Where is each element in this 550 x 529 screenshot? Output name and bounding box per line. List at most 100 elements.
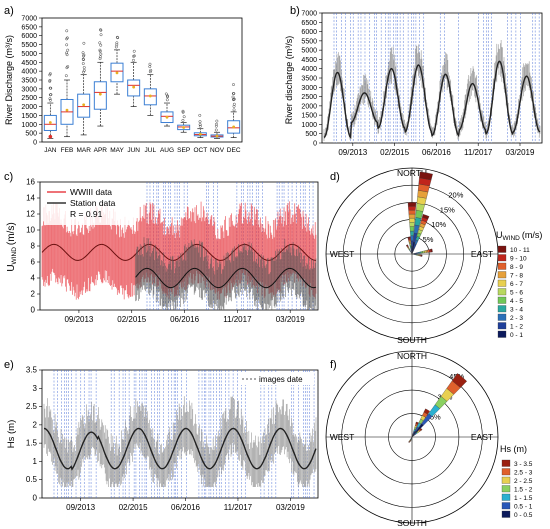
y-tick-label: 2.5 bbox=[26, 402, 38, 411]
y-tick-label-a: 5500 bbox=[21, 42, 37, 49]
outlier bbox=[115, 43, 119, 47]
legend-label: 2.5 - 3 bbox=[514, 470, 533, 477]
rose-sector-segment bbox=[408, 441, 410, 443]
y-tick-label: 16 bbox=[26, 178, 35, 187]
rose-sector-segment bbox=[409, 217, 415, 223]
rose-sector-segment bbox=[410, 249, 412, 252]
outlier bbox=[98, 57, 102, 61]
mean-marker bbox=[98, 92, 102, 96]
outlier bbox=[148, 62, 152, 66]
outlier bbox=[214, 128, 218, 132]
mean-marker bbox=[232, 125, 236, 129]
legend-label: 2 - 2.5 bbox=[514, 478, 533, 485]
outlier bbox=[82, 41, 86, 45]
rose-sector-segment bbox=[419, 428, 423, 431]
x-tick-label: 03/2019 bbox=[506, 148, 535, 157]
outlier bbox=[81, 51, 85, 55]
y-tick-label: 12 bbox=[26, 210, 35, 219]
outlier bbox=[98, 41, 102, 45]
legend-label: 5 - 6 bbox=[510, 290, 523, 297]
outlier bbox=[232, 92, 236, 96]
legend-swatch bbox=[497, 305, 507, 313]
x-tick-label: 02/2015 bbox=[117, 315, 146, 324]
panel-b: b) 0 500 1000 1500 2000 2500 3000 3500 4000 4500 5… bbox=[284, 5, 543, 157]
y-tick-label: 3 bbox=[33, 384, 38, 393]
x-tick-label-a: JAN bbox=[44, 147, 57, 154]
legend-swatch bbox=[497, 330, 507, 338]
y-tick-label: 3000 bbox=[301, 85, 317, 92]
mean-marker bbox=[65, 108, 69, 112]
x-tick-label: 11/2017 bbox=[223, 315, 252, 324]
outlier bbox=[132, 58, 135, 62]
x-tick-label: 02/2015 bbox=[380, 148, 409, 157]
rose-sector-segment bbox=[415, 210, 424, 219]
legend-swatch bbox=[497, 279, 507, 287]
y-tick-label-a: 4000 bbox=[21, 69, 37, 76]
y-tick-label: 4 bbox=[31, 274, 36, 283]
outlier bbox=[48, 98, 52, 102]
panel-label-d: d) bbox=[330, 171, 340, 183]
y-tick-label: 4500 bbox=[301, 57, 317, 64]
outlier bbox=[132, 49, 136, 53]
outlier bbox=[115, 35, 119, 39]
outlier bbox=[115, 41, 119, 45]
outlier bbox=[232, 108, 236, 112]
y-tick-label: 6000 bbox=[301, 29, 317, 36]
x-tick-label-a: JUL bbox=[145, 147, 157, 154]
panel-e: e) 0 0.5 1 1.5 2 2.5 3 3.5 09/2013 02/2015 06/201… bbox=[4, 359, 319, 512]
legend-label: 1 - 2 bbox=[510, 324, 523, 331]
x-tick-label-a: FEB bbox=[61, 147, 74, 154]
outlier bbox=[99, 33, 103, 37]
y-tick-label: 0 bbox=[31, 306, 36, 315]
mean-marker bbox=[48, 121, 52, 124]
x-tick-label: 09/2013 bbox=[64, 315, 93, 324]
legend-label-images: images date bbox=[259, 375, 303, 384]
outlier bbox=[65, 29, 69, 33]
direction-label-north: NORTH bbox=[397, 168, 427, 178]
legend-swatch bbox=[497, 296, 507, 304]
mean-marker bbox=[82, 103, 86, 107]
y-tick-label-a: 2500 bbox=[21, 95, 37, 102]
legend-label: 9 - 10 bbox=[510, 256, 527, 263]
legend-label-wwiii: WWIII data bbox=[70, 187, 112, 197]
x-tick-label: 09/2013 bbox=[66, 503, 95, 512]
direction-label-east: EAST bbox=[471, 432, 493, 442]
y-tick-label: 3500 bbox=[301, 76, 317, 83]
legend-swatch bbox=[497, 271, 507, 279]
ring-label: 10% bbox=[431, 220, 446, 229]
outlier bbox=[98, 55, 102, 59]
y-tick-label: 1500 bbox=[301, 113, 317, 120]
rose-sector-segment bbox=[409, 226, 415, 232]
y-tick-label: 8 bbox=[31, 242, 36, 251]
y-tick-label-a: 500 bbox=[25, 131, 37, 138]
legend-c: WWIII data Station data R = 0.91 bbox=[44, 185, 134, 225]
outlier bbox=[232, 83, 235, 87]
y-tick-label: 14 bbox=[26, 194, 35, 203]
outlier bbox=[48, 97, 52, 101]
y-axis-label-a: River Discharge (m³/s) bbox=[4, 35, 14, 125]
y-tick-label-a: 3500 bbox=[21, 78, 37, 85]
y-tick-label: 2 bbox=[31, 290, 36, 299]
legend-label: 6 - 7 bbox=[510, 281, 523, 288]
legend-label-station: Station data bbox=[70, 198, 116, 208]
y-tick-label-a: 0 bbox=[33, 140, 37, 147]
y-axis-label-b: River discharge (m³/s) bbox=[284, 36, 294, 125]
panel-label-b: b) bbox=[290, 5, 300, 17]
x-tick-label-a: MAR bbox=[76, 147, 91, 154]
outlier bbox=[82, 54, 85, 58]
outlier bbox=[82, 68, 86, 72]
outlier bbox=[198, 123, 202, 126]
outlier bbox=[149, 68, 153, 72]
direction-label-west: WEST bbox=[330, 249, 355, 259]
outlier bbox=[66, 48, 70, 52]
direction-label-north: NORTH bbox=[397, 351, 427, 361]
rose-sector-segment bbox=[409, 222, 415, 227]
legend-label: 1 - 1.5 bbox=[514, 495, 533, 502]
outlier bbox=[98, 48, 102, 52]
outlier bbox=[215, 119, 219, 123]
x-tick-label: 11/2017 bbox=[464, 148, 493, 157]
rose-sector-segment bbox=[415, 421, 419, 425]
